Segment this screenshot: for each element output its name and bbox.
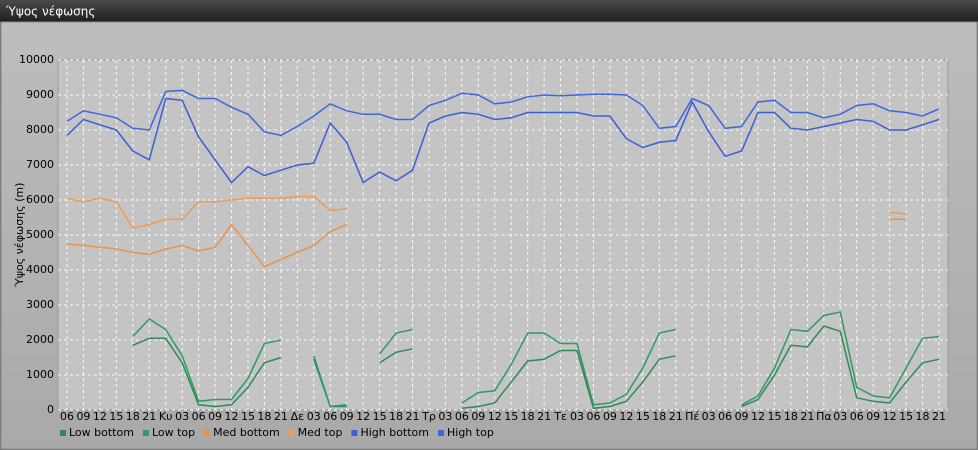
x-tick-label: 18 — [389, 410, 403, 423]
x-tick-label: 06 — [586, 410, 600, 423]
x-tick-label: 12 — [225, 410, 239, 423]
y-tick-label: 4000 — [26, 263, 54, 276]
x-tick-label: 06 — [850, 410, 864, 423]
x-tick-label: 03 — [702, 410, 716, 423]
y-tick-label: 9000 — [26, 88, 54, 101]
x-tick-label: Τρ — [421, 410, 436, 423]
legend-swatch — [142, 430, 149, 436]
x-tick-label: 18 — [257, 410, 271, 423]
x-tick-label: Πα — [816, 410, 832, 423]
legend-swatch — [351, 430, 358, 436]
series-line — [66, 97, 940, 184]
x-tick-label: 06 — [60, 410, 74, 423]
x-tick-label: 03 — [438, 410, 452, 423]
window-title: Ύψος νέφωσης — [5, 5, 95, 19]
x-tick-label: 12 — [488, 410, 502, 423]
legend-swatch — [438, 430, 444, 436]
legend-label: Low top — [152, 426, 195, 439]
x-tick-label: 03 — [175, 410, 189, 423]
series-line — [66, 218, 907, 268]
x-tick-label: 21 — [800, 410, 814, 423]
x-tick-label: 18 — [916, 410, 930, 423]
x-tick-label: 15 — [767, 410, 781, 423]
x-tick-label: 03 — [307, 410, 321, 423]
x-tick-label: 15 — [504, 410, 518, 423]
x-tick-label: 15 — [899, 410, 913, 423]
y-tick-label: 6000 — [26, 193, 54, 206]
x-tick-label: 12 — [619, 410, 633, 423]
x-tick-label: Κυ — [159, 410, 173, 423]
legend-label: Med top — [298, 426, 343, 439]
x-tick-label: 06 — [192, 410, 206, 423]
x-tick-label: 12 — [751, 410, 765, 423]
y-tick-label: 7000 — [26, 158, 54, 171]
x-tick-label: 03 — [570, 410, 584, 423]
x-tick-label: 06 — [455, 410, 469, 423]
x-tick-label: 15 — [109, 410, 123, 423]
y-tick-label: 8000 — [26, 123, 54, 136]
x-tick-label: 09 — [76, 410, 90, 423]
x-tick-label: 21 — [537, 410, 551, 423]
x-tick-label: 21 — [669, 410, 683, 423]
legend-label: Med bottom — [213, 426, 280, 439]
title-bar — [0, 0, 978, 22]
y-tick-label: 3000 — [26, 298, 54, 311]
y-tick-label: 0 — [47, 403, 54, 416]
y-axis-label: Ύψος νέφωσης (m) — [13, 183, 26, 289]
x-tick-label: 18 — [652, 410, 666, 423]
legend-label: High top — [447, 426, 494, 439]
x-tick-label: 21 — [274, 410, 288, 423]
x-tick-label: 09 — [735, 410, 749, 423]
y-tick-label: 5000 — [26, 228, 54, 241]
y-tick-label: 1000 — [26, 368, 54, 381]
x-tick-label: 15 — [373, 410, 387, 423]
x-tick-label: 06 — [323, 410, 337, 423]
legend-label: Low bottom — [69, 426, 134, 439]
x-tick-label: 15 — [636, 410, 650, 423]
y-tick-label: 2000 — [26, 333, 54, 346]
x-tick-label: 09 — [603, 410, 617, 423]
legend-swatch — [288, 430, 295, 436]
series-line — [66, 195, 907, 229]
x-tick-label: Τε — [553, 410, 567, 423]
x-tick-label: 15 — [241, 410, 255, 423]
x-tick-label: 12 — [356, 410, 370, 423]
x-tick-label: Δε — [291, 410, 305, 423]
x-tick-label: 21 — [142, 410, 156, 423]
x-tick-label: 21 — [406, 410, 420, 423]
legend-swatch — [60, 430, 66, 436]
x-tick-label: 09 — [866, 410, 880, 423]
legend-label: High bottom — [360, 426, 429, 439]
series-line — [132, 311, 940, 408]
x-tick-label: 09 — [208, 410, 222, 423]
x-tick-label: 06 — [718, 410, 732, 423]
x-tick-label: Πέ — [685, 410, 699, 423]
x-tick-label: 18 — [126, 410, 140, 423]
x-tick-label: 12 — [883, 410, 897, 423]
x-tick-label: 21 — [932, 410, 946, 423]
legend-swatch — [204, 430, 211, 436]
x-tick-label: 03 — [833, 410, 847, 423]
x-tick-label: 12 — [93, 410, 107, 423]
x-tick-label: 18 — [784, 410, 798, 423]
x-tick-label: 18 — [521, 410, 535, 423]
x-tick-label: 09 — [471, 410, 485, 423]
y-tick-label: 10000 — [19, 53, 54, 66]
series-line — [66, 89, 940, 137]
x-tick-label: 09 — [340, 410, 354, 423]
